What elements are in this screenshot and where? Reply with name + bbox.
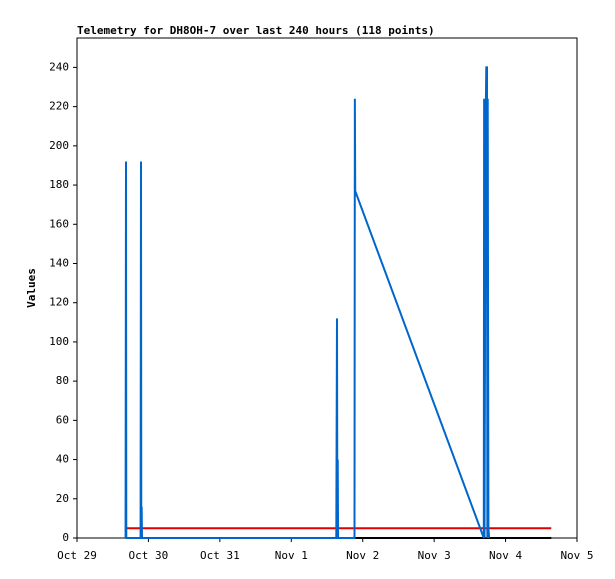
x-tick-label: Oct 31 (200, 549, 240, 562)
y-tick-label: 40 (56, 453, 69, 466)
y-tick-label: 80 (56, 374, 69, 387)
x-tick-label: Nov 5 (560, 549, 593, 562)
plot-frame (76, 37, 578, 539)
y-tick-label: 100 (49, 335, 69, 348)
y-axis-label: Values (25, 268, 38, 308)
x-tick-label: Nov 2 (346, 549, 379, 562)
y-tick-label: 120 (49, 296, 69, 309)
y-tick-label: 220 (49, 100, 69, 113)
y-tick-label: 20 (56, 492, 69, 505)
x-tick-label: Nov 4 (489, 549, 522, 562)
x-tick-label: Oct 30 (129, 549, 169, 562)
y-tick-label: 200 (49, 139, 69, 152)
x-tick-label: Oct 29 (57, 549, 97, 562)
x-tick-label: Nov 1 (275, 549, 308, 562)
y-tick-label: 160 (49, 217, 69, 230)
y-tick-label: 240 (49, 60, 69, 73)
y-tick-label: 60 (56, 413, 69, 426)
y-tick-label: 140 (49, 256, 69, 269)
y-tick-label: 180 (49, 178, 69, 191)
y-tick-label: 0 (62, 531, 69, 544)
series-line (124, 66, 491, 539)
x-tick-label: Nov 3 (418, 549, 451, 562)
chart-title: Telemetry for DH8OH-7 over last 240 hour… (77, 24, 435, 37)
